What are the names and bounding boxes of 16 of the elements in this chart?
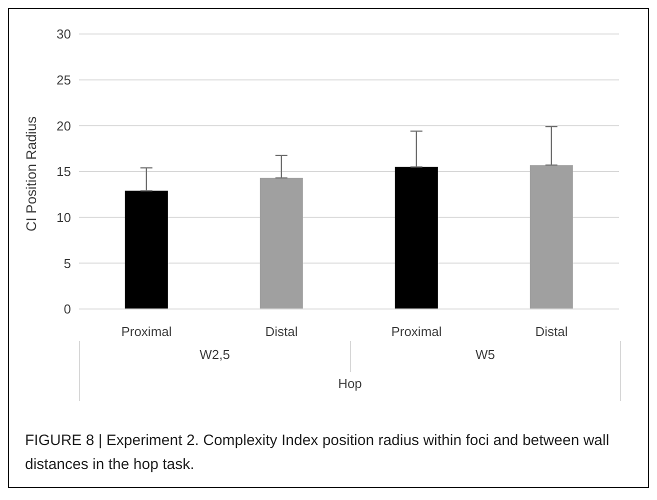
x-tick-label: Distal — [265, 324, 298, 340]
x-axis-title: Hop — [337, 375, 363, 393]
y-tick-label: 15 — [56, 164, 71, 180]
text: W5 — [350, 341, 620, 372]
y-tick-label: 10 — [56, 210, 71, 225]
x-tick-label: Distal — [535, 324, 568, 340]
x-tick-label: Proximal — [121, 324, 172, 340]
y-axis-title: CI Position Radius — [22, 116, 39, 232]
y-tick-label: 30 — [56, 26, 71, 42]
text: W2,5 — [198, 346, 231, 364]
caption: FIGURE 8 | Experiment 2. Complexity Index position radius within foci and between wall distances in the hop task. — [25, 431, 610, 475]
y-tick-label: 20 — [56, 118, 71, 134]
y-tick-label: 5 — [64, 256, 71, 271]
y-tick-label: 25 — [56, 72, 71, 88]
x-tick-label: Proximal — [391, 324, 442, 340]
y-tick-label: 0 — [64, 302, 71, 317]
